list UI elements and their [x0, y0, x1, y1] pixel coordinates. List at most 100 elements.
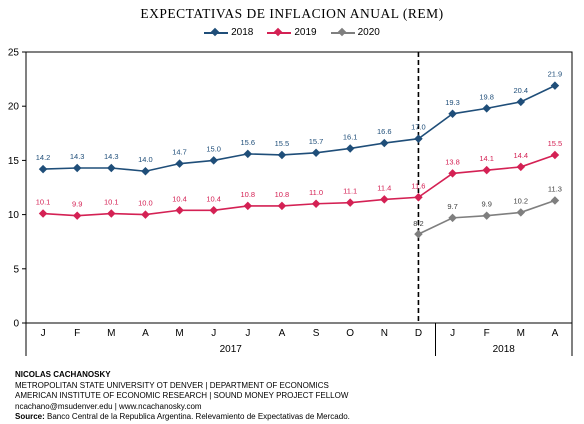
legend-swatch-2020	[330, 28, 355, 38]
y-tick-label: 15	[8, 156, 20, 167]
series-point-2019	[414, 193, 423, 202]
data-label-2018: 21.9	[548, 70, 563, 79]
data-label-2019: 11.1	[343, 187, 357, 196]
series-point-2018	[38, 164, 48, 174]
y-tick-label: 10	[8, 210, 20, 221]
y-tick-label: 20	[8, 102, 20, 113]
year-group-label: 2017	[220, 344, 243, 355]
chart-title: EXPECTATIVAS DE INFLACION ANUAL (REM)	[140, 6, 444, 21]
data-label-2018: 20.4	[514, 86, 529, 95]
series-point-2018	[107, 163, 116, 173]
series-point-2018	[243, 149, 253, 159]
data-label-2019: 14.1	[479, 154, 494, 163]
legend-item-2020: 2020	[330, 27, 380, 38]
data-label-2018: 15.7	[309, 137, 324, 146]
data-label-2019: 11.0	[309, 188, 323, 197]
footer-author: NICOLAS CACHANOSKY	[15, 370, 111, 379]
year-group-label: 2018	[493, 344, 516, 355]
legend-item-2018: 2018	[204, 27, 253, 38]
series-line-2018	[43, 84, 556, 173]
data-label-2020: 9.9	[481, 200, 491, 209]
series-point-2019	[72, 211, 82, 220]
data-label-2020: 8.2	[413, 219, 423, 228]
series-point-2019	[448, 169, 457, 178]
data-label-2018: 14.7	[172, 148, 187, 157]
y-tick-label: 25	[8, 48, 20, 59]
series-point-2020	[550, 196, 560, 205]
data-label-2020: 11.3	[548, 185, 562, 194]
x-tick-label: A	[279, 328, 286, 339]
data-label-2019: 10.8	[275, 190, 290, 199]
x-tick-label: J	[41, 328, 46, 339]
series-point-2018	[414, 134, 423, 143]
data-label-2018: 14.2	[36, 153, 51, 162]
series-point-2018	[311, 148, 321, 158]
series-point-2020	[448, 213, 457, 223]
x-tick-label: A	[142, 328, 149, 339]
legend-label-2020: 2020	[357, 27, 380, 38]
data-label-2018: 16.1	[343, 132, 358, 141]
series-point-2018	[209, 156, 218, 165]
legend-label-2018: 2018	[231, 27, 254, 38]
data-label-2019: 13.8	[445, 157, 460, 166]
x-tick-label: A	[552, 328, 559, 339]
series-point-2019	[38, 209, 48, 218]
x-tick-label: J	[245, 328, 250, 339]
legend: 2018 2019 2020	[0, 27, 584, 38]
data-label-2018: 19.8	[479, 92, 494, 101]
legend-label-2019: 2019	[294, 27, 317, 38]
x-tick-label: F	[484, 328, 490, 339]
data-label-2019: 11.6	[411, 181, 425, 190]
footer-source: Source: Banco Central de la Republica Ar…	[15, 412, 350, 423]
data-label-2019: 10.4	[206, 194, 221, 203]
footer-line-2: AMERICAN INSTITUTE OF ECONOMIC RESEARCH …	[15, 391, 349, 400]
x-tick-label: M	[175, 328, 183, 339]
legend-swatch-2018	[204, 28, 229, 38]
data-label-2019: 10.4	[172, 194, 187, 203]
x-tick-label: M	[517, 328, 525, 339]
data-label-2020: 9.7	[447, 202, 457, 211]
data-label-2018: 16.6	[377, 127, 392, 136]
series-line-2019	[43, 154, 556, 217]
series-point-2019	[516, 162, 526, 172]
data-label-2018: 14.3	[70, 152, 85, 161]
chart-plot: 0 5 10 15 20 25 J F M A M J J A S O N D J F M A 2017 2018 14.2 14…	[8, 48, 573, 356]
series-point-2019	[311, 199, 321, 209]
data-label-2018: 14.3	[104, 152, 119, 161]
x-tick-label: J	[211, 328, 216, 339]
data-label-2018: 15.6	[241, 138, 256, 147]
series-point-2018	[72, 163, 82, 173]
data-label-2018: 15.5	[275, 139, 290, 148]
x-tick-label: S	[313, 328, 320, 339]
data-label-2019: 11.4	[377, 183, 391, 192]
legend-item-2019: 2019	[267, 27, 317, 38]
footer-source-label: Source:	[15, 412, 45, 421]
series-point-2020	[516, 208, 526, 217]
data-label-2019: 10.1	[36, 198, 51, 207]
y-tick-label: 0	[13, 319, 19, 330]
series-point-2019	[550, 150, 560, 160]
legend-swatch-2019	[267, 28, 292, 38]
series-point-2019	[277, 201, 287, 211]
x-tick-label: M	[107, 328, 115, 339]
series-point-2019	[141, 210, 150, 219]
data-label-2019: 14.4	[514, 151, 529, 160]
x-tick-label: D	[415, 328, 422, 339]
footer-line-3: ncachano@msudenver.edu | www.ncachanosky…	[15, 401, 202, 411]
data-label-2018: 14.0	[138, 155, 153, 164]
footer-line-1: METROPOLITAN STATE UNIVERSITY OT DENVER …	[15, 380, 329, 390]
series-point-2018	[380, 138, 389, 148]
data-label-2019: 10.8	[241, 190, 256, 199]
x-tick-label: F	[74, 328, 80, 339]
series-point-2018	[175, 159, 184, 168]
data-label-2018: 15.0	[206, 144, 221, 153]
series-point-2019	[175, 206, 184, 215]
x-tick-label: O	[346, 328, 354, 339]
plot-frame	[25, 51, 573, 324]
data-label-2018: 17.0	[411, 123, 426, 132]
x-tick-label: J	[450, 328, 455, 339]
series-point-2018	[448, 109, 457, 119]
series-point-2020	[414, 229, 423, 239]
series-point-2018	[141, 166, 150, 176]
footer: NICOLAS CACHANOSKY METROPOLITAN STATE UN…	[15, 370, 350, 423]
